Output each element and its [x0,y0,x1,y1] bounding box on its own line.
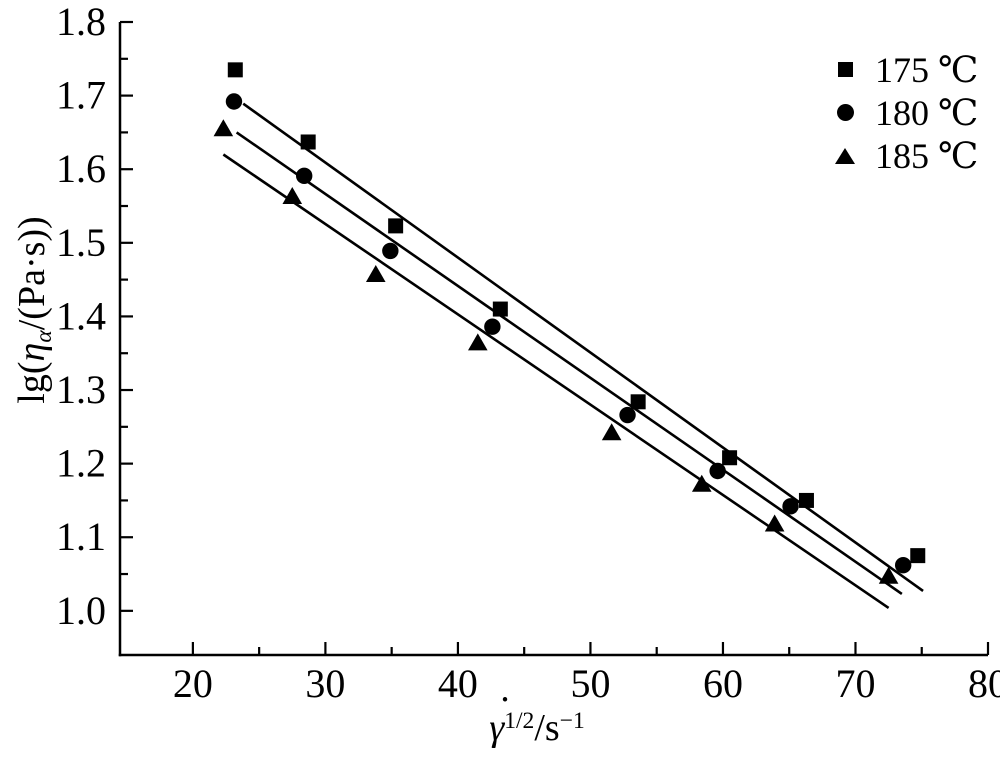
legend-label-175c: 175 ℃ [875,49,979,90]
legend-label-180c: 180 ℃ [875,92,979,133]
data-point-180℃ [382,242,399,260]
alpha-subscript: α [30,330,57,343]
x-axis-label: γ ˙ 1/2/s−1 [489,691,585,750]
legend-item-185c: 185 ℃ [833,134,978,177]
x-tick-label: 80 [968,661,1000,706]
data-point-180℃ [894,557,912,574]
fit-line-185℃ [222,153,890,609]
data-point-180℃ [619,406,636,424]
data-point-185℃ [468,333,488,351]
data-point-180℃ [782,498,799,515]
exponent-minus-one: −1 [559,708,585,735]
x-tick-label: 30 [305,661,345,706]
data-point-180℃ [225,93,243,110]
square-marker-icon [833,58,857,82]
data-point-175℃ [227,62,243,78]
x-tick-label: 20 [173,661,213,706]
eta-symbol: η [11,342,54,362]
exponent-half: 1/2 [504,708,535,735]
legend-item-180c: 180 ℃ [833,91,978,134]
data-point-175℃ [722,450,738,466]
y-tick-label: 1.6 [56,146,106,191]
x-tick-label: 70 [835,661,875,706]
data-point-180℃ [709,462,726,480]
data-point-185℃ [282,186,303,204]
y-tick-label: 1.0 [56,588,106,633]
data-point-185℃ [878,566,899,584]
legend-item-175c: 175 ℃ [833,48,978,91]
per-seconds-unit: /s [534,707,560,749]
y-label-prefix: lg( [11,361,54,404]
data-point-185℃ [764,514,785,532]
data-point-175℃ [630,394,646,410]
fit-line-180℃ [235,131,903,595]
gamma-overdot: ˙ [497,688,512,735]
data-point-175℃ [910,548,926,564]
data-point-185℃ [365,264,386,282]
y-tick-label: 1.2 [56,441,106,486]
x-tick-label: 40 [438,661,478,706]
circle-marker-icon [833,101,857,125]
data-point-185℃ [213,119,234,137]
data-point-175℃ [798,492,814,508]
fit-line-175℃ [242,102,924,593]
y-axis-label: lg(ηα/(Pa·s)) [10,216,58,403]
y-tick-label: 1.5 [56,220,106,265]
data-point-185℃ [691,474,712,492]
legend: 175 ℃ 180 ℃ 185 ℃ [833,48,978,177]
triangle-marker-icon [833,144,857,168]
legend-label-185c: 185 ℃ [875,135,979,176]
y-tick-label: 1.4 [56,293,106,338]
data-point-175℃ [388,218,404,234]
data-point-180℃ [484,318,501,335]
gamma-symbol: γ [489,707,505,749]
y-tick-label: 1.7 [56,73,106,118]
y-tick-label: 1.3 [56,367,106,412]
y-label-suffix: /(Pa·s)) [11,216,54,331]
data-point-185℃ [601,423,622,441]
data-point-175℃ [300,134,316,150]
y-tick-label: 1.1 [56,514,106,559]
data-point-175℃ [492,301,508,317]
x-tick-label: 60 [703,661,743,706]
y-tick-label: 1.8 [56,0,106,44]
x-tick-label: 50 [570,661,610,706]
data-point-180℃ [296,167,313,185]
